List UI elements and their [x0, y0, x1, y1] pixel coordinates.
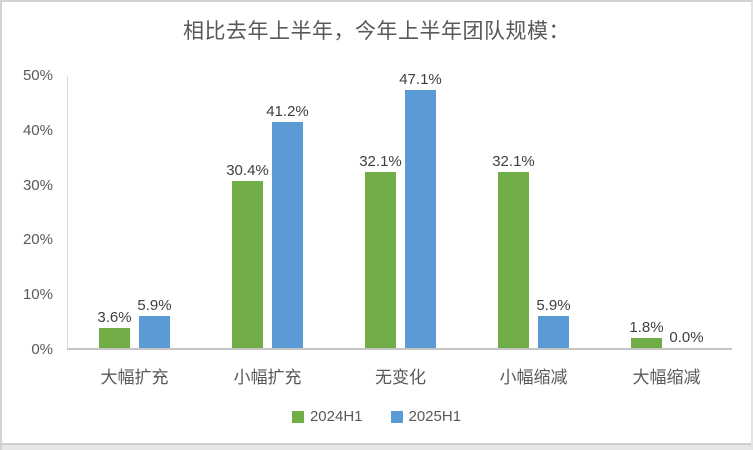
bar-2024H1-无变化	[365, 172, 396, 348]
legend-swatch-2024H1	[291, 410, 304, 423]
data-label-2024H1-小幅缩减: 32.1%	[492, 153, 535, 171]
y-tick-label: 0%	[31, 341, 53, 358]
data-label-2025H1-大幅扩充: 5.9%	[137, 296, 172, 314]
y-axis: 0% 10% 20% 30% 40% 50%	[2, 67, 59, 358]
bar-2025H1-小幅缩减	[538, 315, 569, 348]
y-tick-label: 40%	[22, 121, 53, 139]
legend-label-2025H1: 2025H1	[408, 408, 462, 425]
data-label-2024H1-小幅扩充: 30.4%	[226, 162, 269, 180]
data-label-2024H1-大幅扩充: 3.6%	[97, 309, 132, 327]
category-label-无变化: 无变化	[375, 368, 426, 387]
legend-item-2025H1: 2025H1	[390, 408, 462, 425]
data-label-2025H1-大幅缩减: 0.0%	[669, 329, 704, 346]
legend-item-2024H1: 2024H1	[291, 408, 363, 425]
category-label-小幅扩充: 小幅扩充	[233, 368, 302, 387]
category-label-小幅缩减: 小幅缩减	[499, 368, 568, 387]
data-label-2025H1-小幅缩减: 5.9%	[536, 296, 571, 314]
data-label-2025H1-小幅扩充: 41.2%	[266, 103, 309, 121]
data-label-2024H1-无变化: 32.1%	[359, 153, 402, 171]
y-tick-label: 50%	[22, 67, 53, 84]
frame-bottom-edge	[2, 443, 751, 450]
bar-2025H1-小幅扩充	[272, 122, 303, 348]
category-label-大幅缩减: 大幅缩减	[632, 368, 701, 387]
bar-2024H1-大幅缩减	[631, 338, 662, 348]
bar-2024H1-小幅缩减	[498, 172, 529, 348]
bar-2025H1-大幅扩充	[139, 315, 170, 348]
y-tick-label: 10%	[22, 286, 53, 304]
legend-swatch-2025H1	[390, 410, 403, 423]
data-label-2024H1-大幅缩减: 1.8%	[629, 319, 664, 337]
bar-2024H1-小幅扩充	[232, 181, 263, 348]
chart-title: 相比去年上半年，今年上半年团队规模：	[183, 20, 570, 43]
legend-label-2024H1: 2024H1	[309, 408, 363, 425]
y-tick-label: 20%	[22, 231, 53, 249]
category-label-大幅扩充: 大幅扩充	[100, 368, 169, 387]
bar-2025H1-无变化	[405, 89, 436, 348]
legend: 2024H1 2025H1	[2, 408, 751, 425]
bar-2024H1-大幅扩充	[99, 328, 130, 348]
data-label-2025H1-无变化: 47.1%	[399, 70, 442, 88]
y-tick-label: 30%	[22, 176, 53, 194]
plot-area: 3.6% 30.4% 32.1% 32.1% 1.8% 5.9% 41.2% 47.1% 5.9…	[67, 71, 732, 387]
